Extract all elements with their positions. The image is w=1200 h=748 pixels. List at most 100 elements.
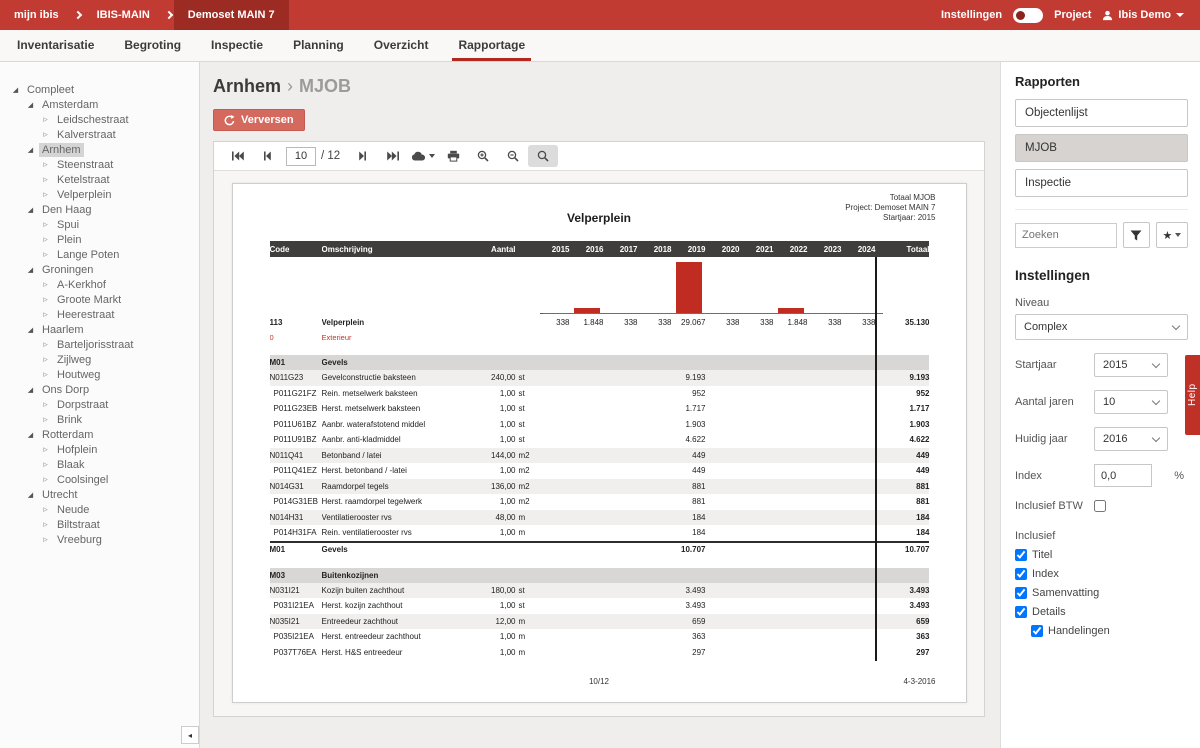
checkbox-titel[interactable] [1015,549,1027,561]
expand-node-icon[interactable]: ▹ [43,519,48,529]
zoom-out-button[interactable] [498,145,528,167]
tree-item-den-haag[interactable]: ◢ Den Haag [0,202,199,217]
favorites-button[interactable]: ★ [1155,222,1188,248]
report-option-inspectie[interactable]: Inspectie [1015,169,1188,197]
tree-item-hofplein[interactable]: ▹ Hofplein [0,442,199,457]
tree-item-neude[interactable]: ▹ Neude [0,502,199,517]
tree-item-brink[interactable]: ▹ Brink [0,412,199,427]
tree-item-coolsingel[interactable]: ▹ Coolsingel [0,472,199,487]
huidig-jaar-select[interactable]: 2016 [1094,427,1168,451]
expand-node-icon[interactable]: ▹ [43,294,48,304]
tab-planning[interactable]: Planning [293,38,344,52]
tree-item-zijlweg[interactable]: ▹ Zijlweg [0,352,199,367]
refresh-button[interactable]: Verversen [213,109,305,131]
expand-node-icon[interactable]: ▹ [43,114,48,124]
expand-node-icon[interactable]: ▹ [43,414,48,424]
expand-node-icon[interactable]: ▹ [43,189,48,199]
tree-item-arnhem[interactable]: ◢ Arnhem [0,142,199,157]
tree-item-biltstraat[interactable]: ▹ Biltstraat [0,517,199,532]
expand-node-icon[interactable]: ▹ [43,309,48,319]
tree-item-ketelstraat[interactable]: ▹ Ketelstraat [0,172,199,187]
startjaar-select[interactable]: 2015 [1094,353,1168,377]
export-download-button[interactable] [408,145,438,167]
tree-item-amsterdam[interactable]: ◢ Amsterdam [0,97,199,112]
checkbox-index[interactable] [1015,568,1027,580]
collapse-node-icon[interactable]: ◢ [27,431,34,439]
index-input[interactable] [1094,464,1152,487]
tree-item-velperplein[interactable]: ▹ Velperplein [0,187,199,202]
tree-item-a-kerkhof[interactable]: ▹ A-Kerkhof [0,277,199,292]
expand-node-icon[interactable]: ▹ [43,234,48,244]
settings-project-toggle[interactable] [1013,7,1044,23]
expand-node-icon[interactable]: ▹ [43,369,48,379]
last-page-button[interactable] [378,145,408,167]
collapse-node-icon[interactable]: ◢ [12,86,19,94]
report-option-objectenlijst[interactable]: Objectenlijst [1015,99,1188,127]
breadcrumb-dataset[interactable]: Demoset MAIN 7 [173,0,289,30]
expand-node-icon[interactable]: ▹ [43,399,48,409]
checkbox-handelingen[interactable] [1031,625,1043,637]
settings-toggle-label[interactable]: Instellingen [941,9,1003,21]
expand-node-icon[interactable]: ▹ [43,279,48,289]
report-option-mjob[interactable]: MJOB [1015,134,1188,162]
expand-node-icon[interactable]: ▹ [43,159,48,169]
tree-item-kalverstraat[interactable]: ▹ Kalverstraat [0,127,199,142]
tab-inspectie[interactable]: Inspectie [211,38,264,52]
user-menu[interactable]: Ibis Demo [1102,9,1184,21]
tree-item-utrecht[interactable]: ◢ Utrecht [0,487,199,502]
tree-item-groningen[interactable]: ◢ Groningen [0,262,199,277]
collapse-node-icon[interactable]: ◢ [27,206,34,214]
expand-node-icon[interactable]: ▹ [43,249,48,259]
tree-item-heerestraat[interactable]: ▹ Heerestraat [0,307,199,322]
collapse-node-icon[interactable]: ◢ [27,101,34,109]
niveau-select[interactable]: Complex [1015,314,1188,340]
sidebar-collapse-button[interactable]: ◂ [181,726,199,744]
tree-item-houtweg[interactable]: ▹ Houtweg [0,367,199,382]
tree-item-ons-dorp[interactable]: ◢ Ons Dorp [0,382,199,397]
collapse-node-icon[interactable]: ◢ [27,266,34,274]
expand-node-icon[interactable]: ▹ [43,129,48,139]
tree-item-leidschestraat[interactable]: ▹ Leidschestraat [0,112,199,127]
expand-node-icon[interactable]: ▹ [43,459,48,469]
expand-node-icon[interactable]: ▹ [43,474,48,484]
project-toggle-label[interactable]: Project [1054,9,1092,21]
collapse-node-icon[interactable]: ◢ [27,491,34,499]
zoom-in-button[interactable] [468,145,498,167]
tree-item-haarlem[interactable]: ◢ Haarlem [0,322,199,337]
expand-node-icon[interactable]: ▹ [43,444,48,454]
tree-item-groote-markt[interactable]: ▹ Groote Markt [0,292,199,307]
tree-item-barteljorisstraat[interactable]: ▹ Barteljorisstraat [0,337,199,352]
print-button[interactable] [438,145,468,167]
previous-page-button[interactable] [252,145,282,167]
tab-overzicht[interactable]: Overzicht [373,38,429,52]
breadcrumb-brand[interactable]: mijn ibis [14,9,59,21]
btw-checkbox[interactable] [1094,500,1106,512]
checkbox-samenvatting[interactable] [1015,587,1027,599]
tree-item-spui[interactable]: ▹ Spui [0,217,199,232]
tree-item-compleet[interactable]: ◢ Compleet [0,82,199,97]
collapse-node-icon[interactable]: ◢ [27,146,34,154]
tab-begroting[interactable]: Begroting [124,38,182,52]
expand-node-icon[interactable]: ▹ [43,534,48,544]
expand-node-icon[interactable]: ▹ [43,354,48,364]
tree-item-lange-poten[interactable]: ▹ Lange Poten [0,247,199,262]
expand-node-icon[interactable]: ▹ [43,339,48,349]
collapse-node-icon[interactable]: ◢ [27,386,34,394]
tree-item-rotterdam[interactable]: ◢ Rotterdam [0,427,199,442]
tree-item-blaak[interactable]: ▹ Blaak [0,457,199,472]
search-button[interactable] [528,145,559,167]
tab-inventarisatie[interactable]: Inventarisatie [17,38,95,52]
expand-node-icon[interactable]: ▹ [43,174,48,184]
expand-node-icon[interactable]: ▹ [43,504,48,514]
first-page-button[interactable] [222,145,252,167]
next-page-button[interactable] [348,145,378,167]
tab-rapportage[interactable]: Rapportage [443,30,540,61]
collapse-node-icon[interactable]: ◢ [27,326,34,334]
tree-item-dorpstraat[interactable]: ▹ Dorpstraat [0,397,199,412]
tree-item-steenstraat[interactable]: ▹ Steenstraat [0,157,199,172]
help-tab[interactable]: Help [1185,355,1200,435]
expand-node-icon[interactable]: ▹ [43,219,48,229]
tree-item-vreeburg[interactable]: ▹ Vreeburg [0,532,199,547]
breadcrumb-project[interactable]: IBIS-MAIN [96,9,150,21]
tree-item-plein[interactable]: ▹ Plein [0,232,199,247]
